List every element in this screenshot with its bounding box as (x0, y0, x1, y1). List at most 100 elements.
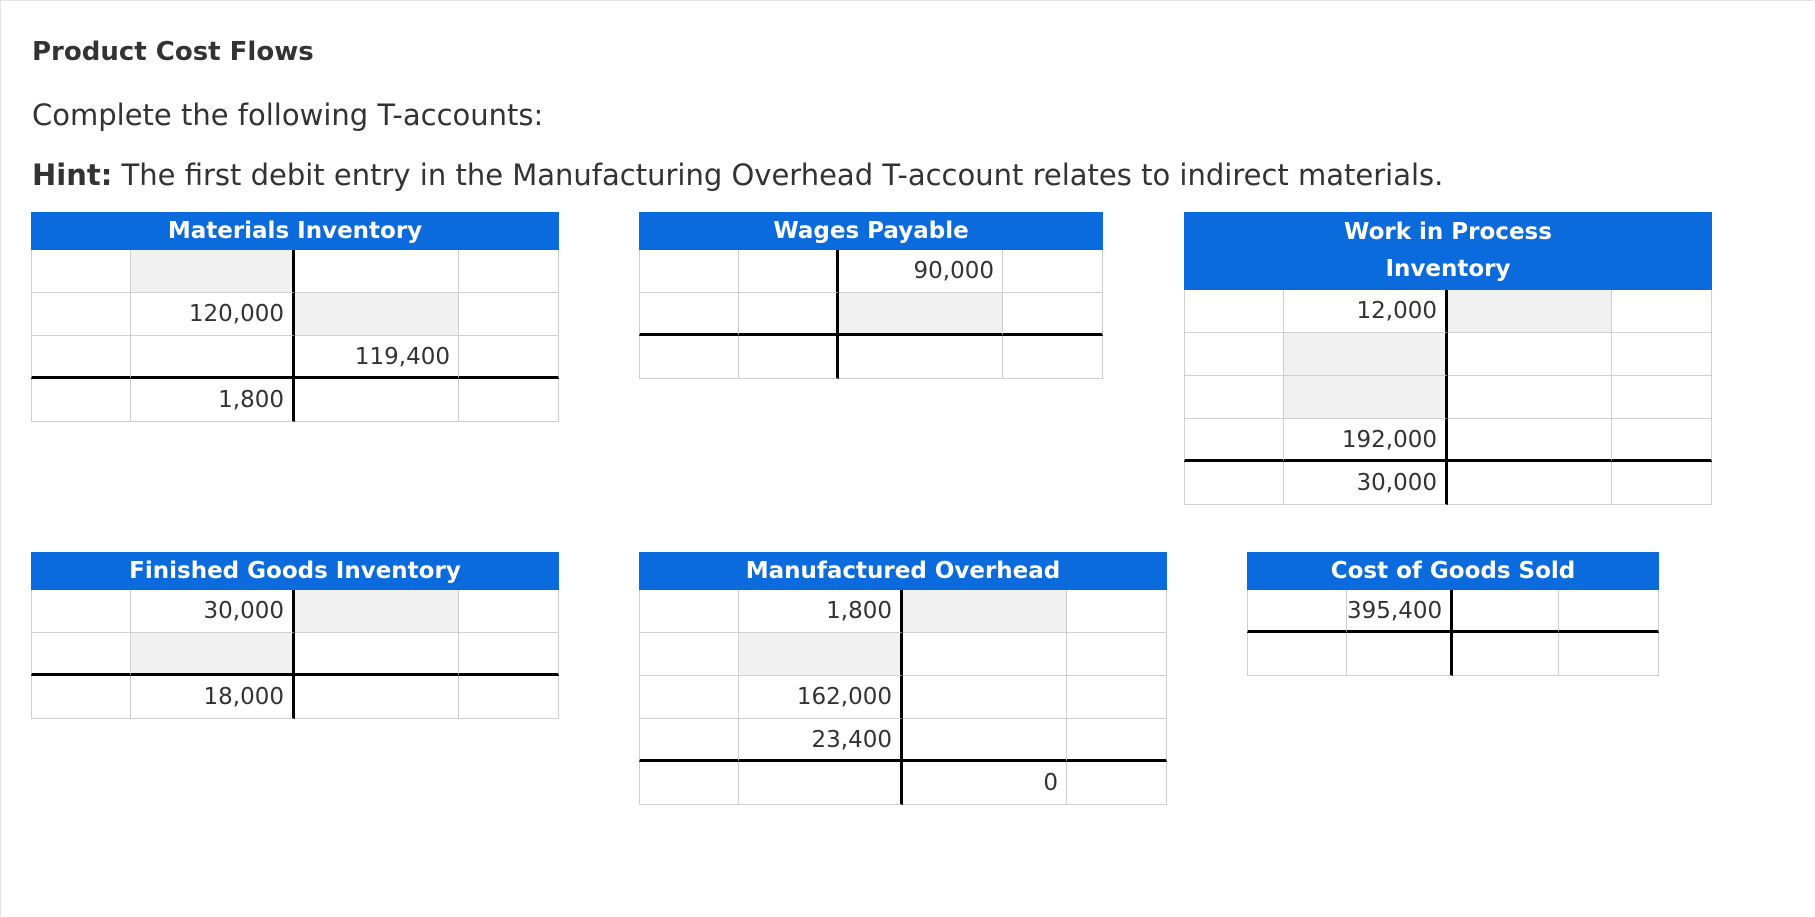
entry-label-input[interactable] (1559, 633, 1659, 676)
entry-label-input[interactable] (31, 336, 131, 379)
entry-label-input[interactable] (639, 676, 739, 719)
hint: Hint: The first debit entry in the Manuf… (32, 158, 1443, 192)
t-account-title-line: Work in Process (1344, 219, 1552, 245)
credit-input[interactable] (1448, 419, 1612, 462)
entry-label-input[interactable] (1184, 462, 1284, 505)
credit-input[interactable] (295, 293, 459, 336)
debit-balance-input[interactable] (739, 336, 839, 379)
credit-balance-input[interactable] (1453, 633, 1559, 676)
entry-label-input[interactable] (1247, 590, 1347, 633)
credit-balance-input[interactable]: 0 (903, 762, 1067, 805)
entry-label-input[interactable] (1067, 590, 1167, 633)
credit-input[interactable] (903, 633, 1067, 676)
entry-label-input[interactable] (1184, 333, 1284, 376)
debit-input[interactable]: 30,000 (131, 590, 295, 633)
debit-balance-input[interactable] (739, 762, 903, 805)
credit-balance-input[interactable] (295, 379, 459, 422)
entry-label-input[interactable] (1184, 376, 1284, 419)
entry-label-input[interactable] (1067, 762, 1167, 805)
entry-label-input[interactable] (31, 250, 131, 293)
credit-input[interactable] (1453, 590, 1559, 633)
credit-balance-input[interactable] (295, 676, 459, 719)
debit-input[interactable]: 162,000 (739, 676, 903, 719)
t-account-wages-payable: Wages Payable 90,000 (639, 212, 1103, 379)
credit-input[interactable] (295, 633, 459, 676)
entry-label-input[interactable] (459, 676, 559, 719)
debit-input[interactable]: 192,000 (1284, 419, 1448, 462)
debit-input[interactable] (1284, 333, 1448, 376)
credit-input[interactable] (1448, 376, 1612, 419)
entry-label-input[interactable] (1067, 676, 1167, 719)
credit-input[interactable]: 119,400 (295, 336, 459, 379)
entry-label-input[interactable] (459, 379, 559, 422)
entry-label-input[interactable] (459, 336, 559, 379)
entry-label-input[interactable] (1003, 293, 1103, 336)
credit-input[interactable] (295, 590, 459, 633)
debit-input[interactable]: 12,000 (1284, 290, 1448, 333)
hint-label: Hint: (32, 158, 113, 192)
debit-input[interactable] (131, 250, 295, 293)
debit-balance-input[interactable]: 18,000 (131, 676, 295, 719)
credit-input[interactable] (1448, 333, 1612, 376)
debit-input[interactable]: 1,800 (739, 590, 903, 633)
entry-label-input[interactable] (1612, 462, 1712, 505)
entry-label-input[interactable] (31, 293, 131, 336)
t-account-row: 120,000 (31, 293, 559, 336)
entry-label-input[interactable] (639, 590, 739, 633)
entry-label-input[interactable] (1003, 336, 1103, 379)
entry-label-input[interactable] (459, 590, 559, 633)
entry-label-input[interactable] (639, 250, 739, 293)
debit-input[interactable] (131, 633, 295, 676)
debit-input[interactable] (739, 293, 839, 336)
debit-balance-input[interactable] (1347, 633, 1453, 676)
entry-label-input[interactable] (1612, 290, 1712, 333)
credit-input[interactable] (1448, 290, 1612, 333)
entry-label-input[interactable] (31, 379, 131, 422)
t-account-row (1184, 333, 1712, 376)
entry-label-input[interactable] (639, 762, 739, 805)
entry-label-input[interactable] (639, 719, 739, 762)
debit-input[interactable] (1284, 376, 1448, 419)
entry-label-input[interactable] (1003, 250, 1103, 293)
credit-input[interactable] (295, 250, 459, 293)
entry-label-input[interactable] (31, 590, 131, 633)
entry-label-input[interactable] (1559, 590, 1659, 633)
t-account-row (1184, 376, 1712, 419)
t-account-balance-row: 1,800 (31, 379, 559, 422)
entry-label-input[interactable] (639, 633, 739, 676)
entry-label-input[interactable] (459, 633, 559, 676)
entry-label-input[interactable] (639, 336, 739, 379)
entry-label-input[interactable] (1612, 333, 1712, 376)
t-account-row (31, 250, 559, 293)
credit-balance-input[interactable] (839, 336, 1003, 379)
debit-input[interactable] (739, 633, 903, 676)
entry-label-input[interactable] (31, 633, 131, 676)
credit-balance-input[interactable] (1448, 462, 1612, 505)
entry-label-input[interactable] (1612, 419, 1712, 462)
entry-label-input[interactable] (639, 293, 739, 336)
entry-label-input[interactable] (1612, 376, 1712, 419)
entry-label-input[interactable] (31, 676, 131, 719)
entry-label-input[interactable] (1184, 290, 1284, 333)
credit-input[interactable] (903, 590, 1067, 633)
credit-input[interactable] (903, 676, 1067, 719)
entry-label-input[interactable] (1067, 633, 1167, 676)
debit-input[interactable] (131, 336, 295, 379)
entry-label-input[interactable] (459, 293, 559, 336)
debit-input[interactable]: 120,000 (131, 293, 295, 336)
debit-input[interactable] (739, 250, 839, 293)
credit-input[interactable] (903, 719, 1067, 762)
t-account-row: 162,000 (639, 676, 1167, 719)
entry-label-input[interactable] (459, 250, 559, 293)
t-account-row: 23,400 (639, 719, 1167, 762)
debit-input[interactable]: 23,400 (739, 719, 903, 762)
debit-balance-input[interactable]: 1,800 (131, 379, 295, 422)
debit-balance-input[interactable]: 30,000 (1284, 462, 1448, 505)
t-account-balance-row: 18,000 (31, 676, 559, 719)
entry-label-input[interactable] (1247, 633, 1347, 676)
credit-input[interactable]: 90,000 (839, 250, 1003, 293)
entry-label-input[interactable] (1067, 719, 1167, 762)
entry-label-input[interactable] (1184, 419, 1284, 462)
debit-input[interactable]: 395,400 (1347, 590, 1453, 633)
credit-input[interactable] (839, 293, 1003, 336)
